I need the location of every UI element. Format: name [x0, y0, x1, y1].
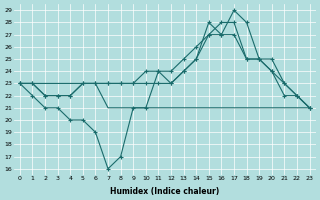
X-axis label: Humidex (Indice chaleur): Humidex (Indice chaleur) [110, 187, 219, 196]
